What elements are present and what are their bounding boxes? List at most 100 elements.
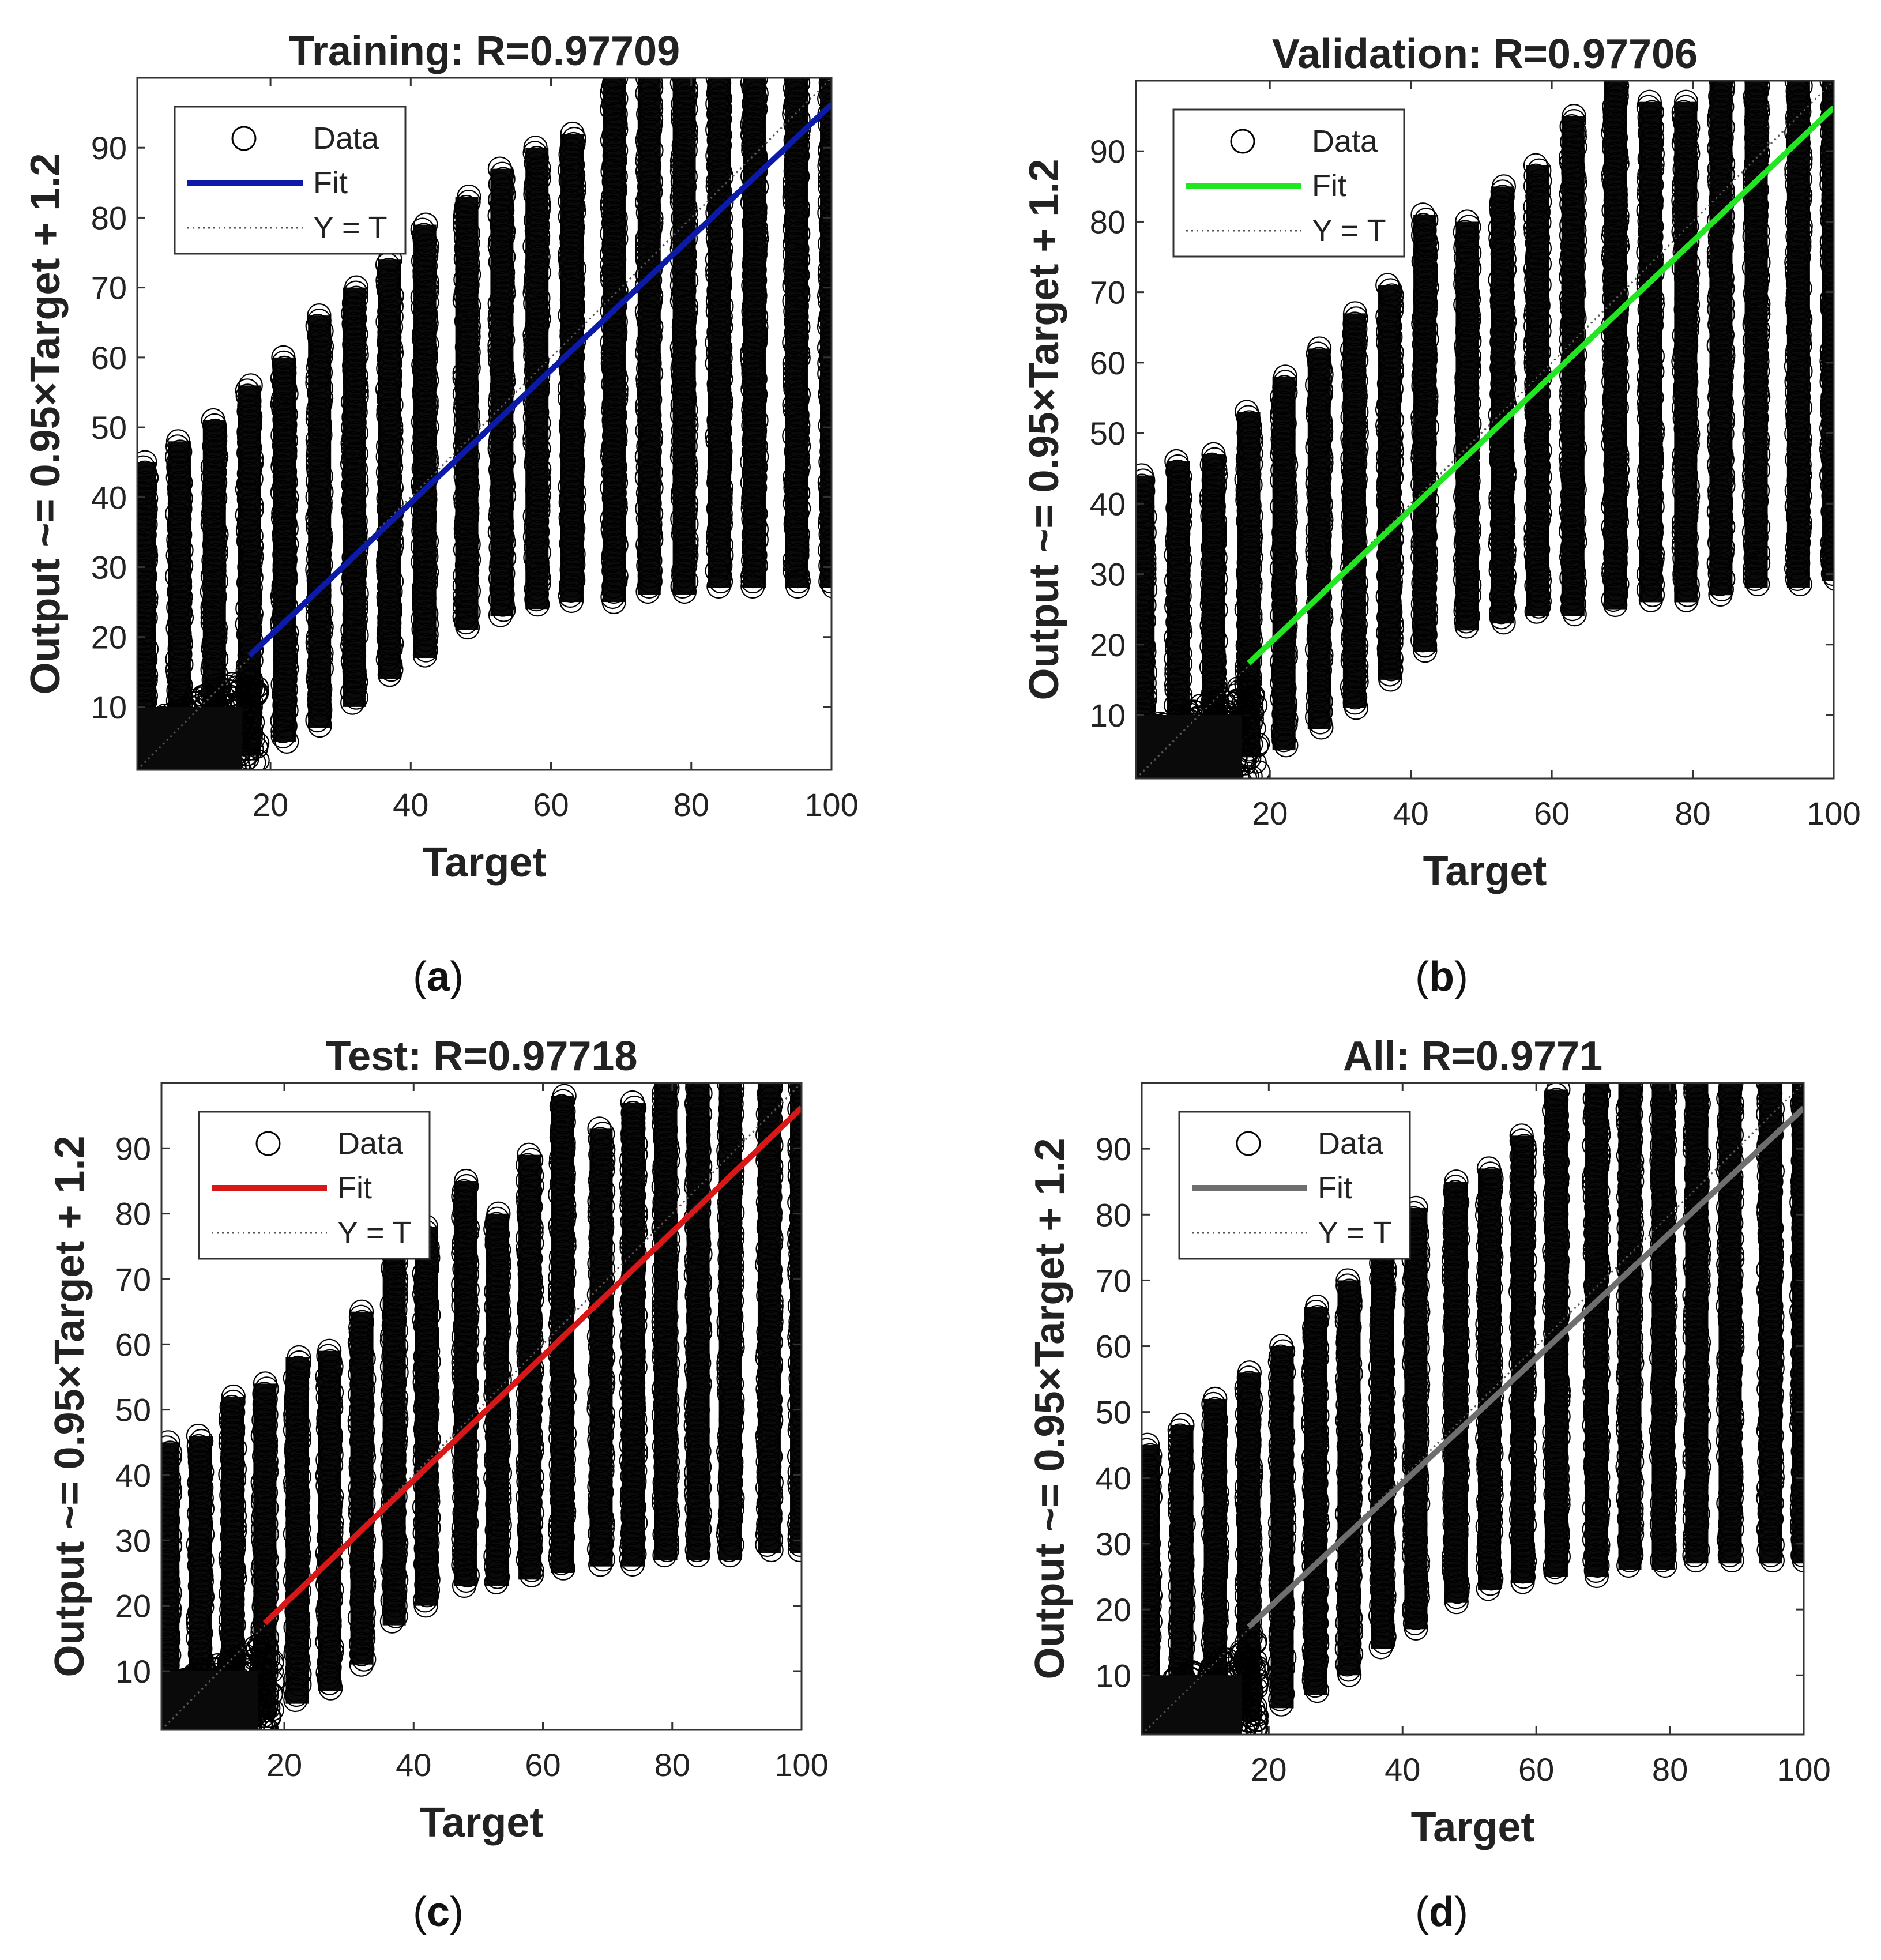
data-point xyxy=(286,1355,311,1380)
data-point xyxy=(601,397,626,423)
data-point xyxy=(237,389,262,413)
data-point xyxy=(487,390,513,415)
data-point xyxy=(484,1295,509,1319)
data-point xyxy=(1523,215,1548,240)
data-point xyxy=(1561,140,1586,165)
data-point xyxy=(1202,509,1228,534)
data-point xyxy=(635,242,660,267)
data-point xyxy=(220,1472,245,1498)
data-point xyxy=(558,204,582,230)
data-point xyxy=(271,573,296,598)
data-point xyxy=(411,295,435,320)
data-point xyxy=(491,597,516,622)
data-point xyxy=(380,1323,405,1348)
data-point xyxy=(287,1661,312,1687)
data-point xyxy=(1787,99,1812,125)
data-point xyxy=(669,262,695,288)
x-axis-label: Target xyxy=(423,840,547,886)
data-point xyxy=(1526,490,1552,515)
data-point xyxy=(785,164,810,189)
data-point xyxy=(1308,648,1334,672)
data-point xyxy=(1237,514,1262,539)
data-point xyxy=(1524,547,1549,572)
data-point xyxy=(604,226,629,251)
data-point xyxy=(820,548,832,573)
data-point xyxy=(343,612,367,637)
data-point xyxy=(1706,239,1731,265)
data-point xyxy=(1343,509,1368,533)
data-point xyxy=(1707,296,1732,322)
data-point xyxy=(377,605,402,630)
data-point xyxy=(1710,177,1735,202)
data-point xyxy=(671,517,696,542)
data-point xyxy=(674,423,698,449)
data-point xyxy=(1344,327,1368,352)
data-point xyxy=(1820,546,1834,571)
data-point xyxy=(1710,302,1735,327)
data-point xyxy=(524,255,549,280)
data-point xyxy=(562,256,586,281)
data-point xyxy=(452,1314,477,1339)
data-point xyxy=(1166,552,1191,578)
data-point xyxy=(1413,638,1438,663)
data-point xyxy=(383,1277,408,1301)
data-point xyxy=(283,1521,307,1547)
data-point xyxy=(1637,375,1662,400)
data-point xyxy=(1602,390,1627,415)
data-point xyxy=(379,393,404,417)
data-point xyxy=(218,1462,243,1487)
data-point xyxy=(817,314,832,340)
data-point xyxy=(600,200,626,225)
data-point xyxy=(347,1605,373,1630)
data-point xyxy=(1136,603,1153,628)
data-point xyxy=(137,476,157,501)
data-point xyxy=(161,1607,180,1631)
data-point xyxy=(516,1241,541,1266)
data-point xyxy=(1271,702,1296,727)
data-point xyxy=(491,421,516,446)
data-point xyxy=(1819,81,1834,93)
data-point xyxy=(1559,249,1584,274)
data-point xyxy=(351,1470,376,1495)
data-point xyxy=(1601,587,1626,612)
data-point xyxy=(1271,582,1296,607)
data-point xyxy=(1743,546,1768,571)
data-point xyxy=(317,1608,342,1633)
data-point xyxy=(383,1282,408,1307)
data-point xyxy=(821,97,832,121)
data-point xyxy=(821,517,832,541)
data-point xyxy=(1559,114,1584,139)
data-point xyxy=(452,1500,477,1526)
data-point xyxy=(740,548,766,573)
data-point xyxy=(1305,539,1330,563)
data-point xyxy=(1823,525,1834,550)
data-point xyxy=(270,480,295,505)
data-point xyxy=(452,1537,476,1562)
data-point xyxy=(1784,81,1809,93)
data-point xyxy=(239,446,264,471)
data-point xyxy=(342,327,367,352)
data-point xyxy=(306,459,331,484)
data-point xyxy=(1341,488,1366,513)
data-point xyxy=(1457,215,1481,239)
data-point xyxy=(1561,576,1586,601)
data-point xyxy=(599,242,625,267)
data-point xyxy=(1603,193,1628,218)
data-point xyxy=(1639,463,1664,488)
data-point xyxy=(411,456,436,481)
data-point xyxy=(1306,404,1330,428)
data-point xyxy=(237,591,262,616)
data-point xyxy=(415,290,439,315)
data-point xyxy=(349,1341,374,1365)
data-point xyxy=(1490,273,1515,298)
data-point xyxy=(1787,322,1812,348)
data-point xyxy=(519,1329,544,1354)
data-point xyxy=(639,475,664,501)
data-point xyxy=(1560,234,1585,258)
data-point xyxy=(486,1502,511,1527)
data-point xyxy=(639,138,664,163)
data-point xyxy=(821,128,832,152)
data-point xyxy=(222,1503,247,1529)
data-point xyxy=(487,1367,512,1392)
data-point xyxy=(518,1532,543,1556)
